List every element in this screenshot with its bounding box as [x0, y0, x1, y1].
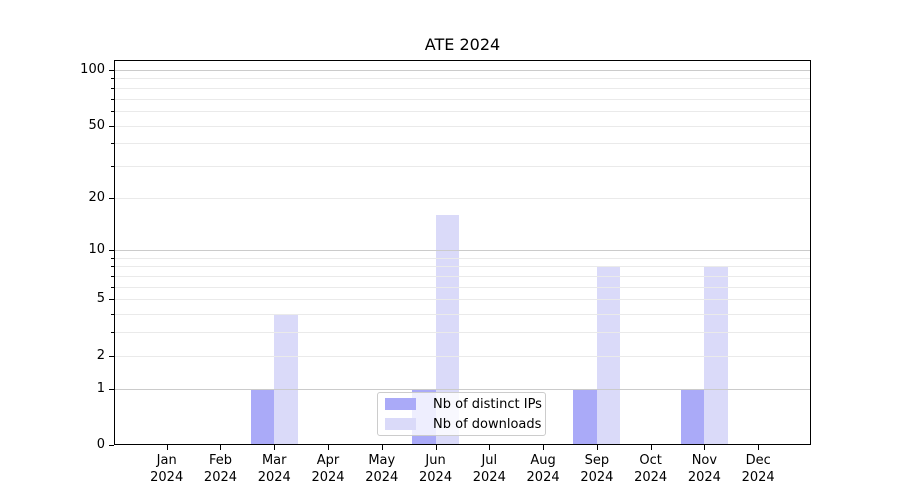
y-tick-mark — [109, 250, 114, 252]
bar-nb-of-distinct-ips — [573, 388, 597, 445]
legend-label-downloads: Nb of downloads — [433, 416, 542, 432]
x-tick-label: Mar 2024 — [257, 453, 291, 485]
chart-title: ATE 2024 — [424, 35, 501, 54]
x-tick-mark — [489, 445, 491, 450]
y-tick-mark — [109, 70, 114, 71]
gridline-minor — [114, 110, 811, 112]
gridline-major — [114, 250, 811, 252]
gridline-minor — [114, 125, 811, 127]
x-tick-label: Jun 2024 — [419, 453, 453, 485]
gridline-minor — [114, 286, 811, 288]
gridline-minor — [114, 78, 811, 80]
x-tick-mark — [328, 445, 329, 450]
bar-nb-of-distinct-ips — [681, 388, 705, 445]
y-minor-tick-mark — [111, 143, 114, 145]
legend-label-distinct-ips: Nb of distinct IPs — [433, 396, 542, 412]
x-tick-mark — [220, 445, 222, 450]
gridline-minor — [114, 197, 811, 199]
x-tick-label: Sep 2024 — [580, 453, 614, 485]
x-tick-label: Aug 2024 — [526, 453, 560, 485]
y-minor-tick-mark — [111, 276, 114, 278]
y-minor-tick-mark — [111, 87, 114, 89]
bar-nb-of-downloads — [435, 214, 459, 445]
y-minor-tick-mark — [111, 332, 114, 334]
gridline-minor — [114, 299, 811, 301]
y-tick-label: 2 — [96, 347, 105, 363]
x-tick-mark — [758, 445, 760, 450]
y-minor-tick-mark — [111, 110, 114, 112]
x-tick-mark — [543, 445, 545, 450]
y-tick-mark — [109, 445, 114, 446]
y-tick-label: 50 — [88, 117, 105, 133]
x-tick-label: Feb 2024 — [203, 453, 238, 485]
y-tick-label: 20 — [88, 189, 105, 205]
y-minor-tick-mark — [111, 125, 114, 127]
gridline-minor — [114, 355, 811, 357]
y-tick-label: 10 — [88, 242, 105, 258]
bar-nb-of-distinct-ips — [250, 388, 275, 445]
legend-swatch-downloads — [385, 418, 416, 430]
x-tick-label: Jul 2024 — [472, 453, 506, 485]
gridline-minor — [114, 165, 811, 167]
y-minor-tick-mark — [111, 355, 114, 357]
x-tick-mark — [596, 445, 598, 450]
x-tick-label: Oct 2024 — [634, 453, 668, 485]
y-minor-tick-mark — [111, 257, 114, 259]
x-tick-label: Apr 2024 — [311, 453, 345, 485]
bar-nb-of-downloads — [274, 314, 298, 445]
gridline-minor — [114, 98, 811, 100]
gridline-major — [114, 388, 811, 390]
x-tick-mark — [704, 445, 706, 450]
y-minor-tick-mark — [111, 286, 114, 288]
y-tick-label: 100 — [80, 62, 105, 77]
y-minor-tick-mark — [111, 299, 114, 301]
y-minor-tick-mark — [111, 314, 114, 316]
gridline-minor — [114, 143, 811, 145]
x-tick-label: Nov 2024 — [687, 453, 721, 485]
y-tick-label: 5 — [96, 291, 105, 307]
gridline-major — [114, 70, 811, 71]
legend-item-downloads: Nb of downloads — [385, 416, 542, 432]
x-tick-label: Dec 2024 — [741, 453, 775, 485]
y-minor-tick-mark — [111, 98, 114, 100]
legend: Nb of distinct IPs Nb of downloads — [377, 392, 546, 436]
y-minor-tick-mark — [111, 78, 114, 80]
legend-item-distinct-ips: Nb of distinct IPs — [385, 397, 542, 412]
y-minor-tick-mark — [111, 266, 114, 268]
gridline-minor — [114, 332, 811, 334]
y-minor-tick-mark — [111, 165, 114, 167]
gridline-minor — [114, 257, 811, 259]
x-tick-mark — [381, 445, 383, 450]
y-tick-label: 1 — [96, 380, 105, 396]
x-tick-label: Jan 2024 — [150, 453, 184, 485]
y-tick-mark — [109, 388, 114, 390]
gridline-minor — [114, 266, 811, 268]
legend-swatch-distinct-ips — [385, 398, 416, 410]
x-tick-mark — [435, 445, 437, 450]
y-minor-tick-mark — [111, 197, 114, 199]
x-tick-mark — [650, 445, 652, 450]
gridline-minor — [114, 276, 811, 278]
gridline-minor — [114, 314, 811, 316]
y-tick-label: 0 — [96, 437, 105, 452]
x-tick-mark — [274, 445, 276, 450]
x-tick-label: May 2024 — [365, 453, 399, 485]
gridline-minor — [114, 87, 811, 89]
x-tick-mark — [166, 445, 168, 450]
